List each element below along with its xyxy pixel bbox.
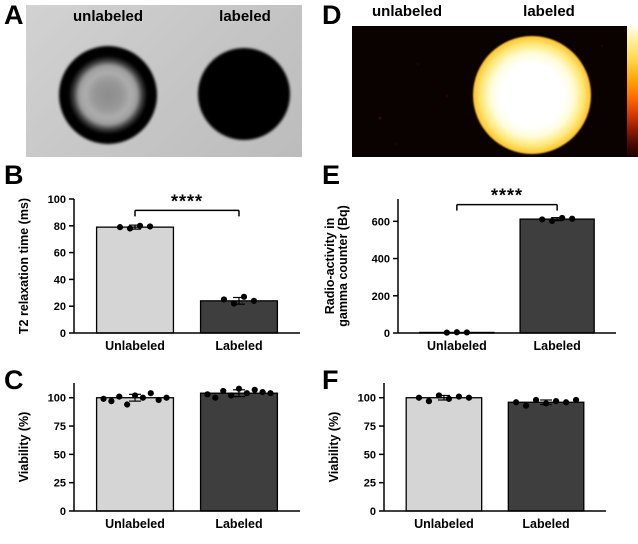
svg-text:600: 600 [372,216,390,228]
svg-text:0: 0 [60,328,66,340]
svg-text:0: 0 [370,506,376,518]
svg-text:400: 400 [372,254,390,266]
panel-letter-E: E [322,160,341,190]
svg-text:****: **** [171,191,203,211]
svg-text:Viability (%): Viability (%) [327,412,341,483]
svg-text:100: 100 [48,194,66,206]
svg-text:20: 20 [54,301,66,313]
svg-text:Unlabeled: Unlabeled [427,339,487,353]
intensity-colorbar [627,26,638,157]
unlabeled-label: unlabeled [72,8,144,25]
panel-E: E 0 200 400 600 Unlabeled Labeled Radio-activi… [318,160,638,365]
svg-text:Unlabeled: Unlabeled [105,339,165,353]
svg-text:T2 relaxation time (ms): T2 relaxation time (ms) [17,198,31,334]
svg-text:0: 0 [384,328,390,340]
panel-letter-C: C [4,365,24,395]
svg-text:75: 75 [364,421,376,433]
svg-text:50: 50 [54,449,66,461]
radioactivity-image [352,26,638,157]
svg-text:25: 25 [54,478,66,490]
radioactivity-bar-chart: 0 200 400 600 Unlabeled Labeled Radio-activity… [323,186,616,353]
svg-text:80: 80 [54,221,66,233]
svg-text:0: 0 [60,506,66,518]
panel-D: D unlabeled labeled [318,0,638,160]
svg-text:****: **** [491,186,523,206]
panel-F: F 0 25 50 75 100 Unlabeled Labeled Viability (%… [318,365,638,544]
panel-letter-A: A [4,0,24,30]
svg-text:100: 100 [48,393,66,405]
svg-text:Labeled: Labeled [522,517,569,531]
unlabeled-well-mri [59,46,157,144]
t2-relaxation-bar-chart: 0 20 40 60 80 100 Unlabeled Labeled T2 relaxatio… [17,191,300,353]
panel-B: B 0 20 40 60 80 100 Unlabeled Labeled T2 relaxat… [0,160,318,365]
panel-letter-D: D [322,0,342,30]
svg-text:gamma counter (Bq): gamma counter (Bq) [336,205,350,327]
svg-text:Labeled: Labeled [215,517,262,531]
panel-letter-F: F [322,365,339,395]
viability-bar-chart-left: 0 25 50 75 100 Unlabeled Labeled Viability (%) [17,383,300,531]
svg-text:25: 25 [364,478,376,490]
panel-C: C 0 25 50 75 100 Unlabeled Labeled Viability (%… [0,365,318,544]
labeled-label: labeled [219,8,271,25]
panel-A: A unlabeled labeled [0,0,318,160]
svg-text:100: 100 [358,393,376,405]
svg-text:40: 40 [54,274,66,286]
svg-text:Radio-activity in: Radio-activity in [323,218,337,315]
labeled-well-hotspot [473,36,591,154]
svg-text:Unlabeled: Unlabeled [105,517,165,531]
svg-text:200: 200 [372,291,390,303]
viability-bar-chart-right: 0 25 50 75 100 Unlabeled Labeled Viability (%) [327,383,606,531]
panel-letter-B: B [4,160,24,190]
svg-text:50: 50 [364,449,376,461]
svg-text:60: 60 [54,248,66,260]
svg-text:Viability (%): Viability (%) [17,412,31,483]
svg-text:Labeled: Labeled [534,339,581,353]
labeled-label: labeled [523,3,575,20]
svg-text:75: 75 [54,421,66,433]
svg-text:Labeled: Labeled [215,339,262,353]
mri-image: unlabeled labeled [26,5,302,157]
labeled-well-mri [198,48,290,140]
svg-text:Unlabeled: Unlabeled [414,517,474,531]
unlabeled-label: unlabeled [371,3,443,20]
